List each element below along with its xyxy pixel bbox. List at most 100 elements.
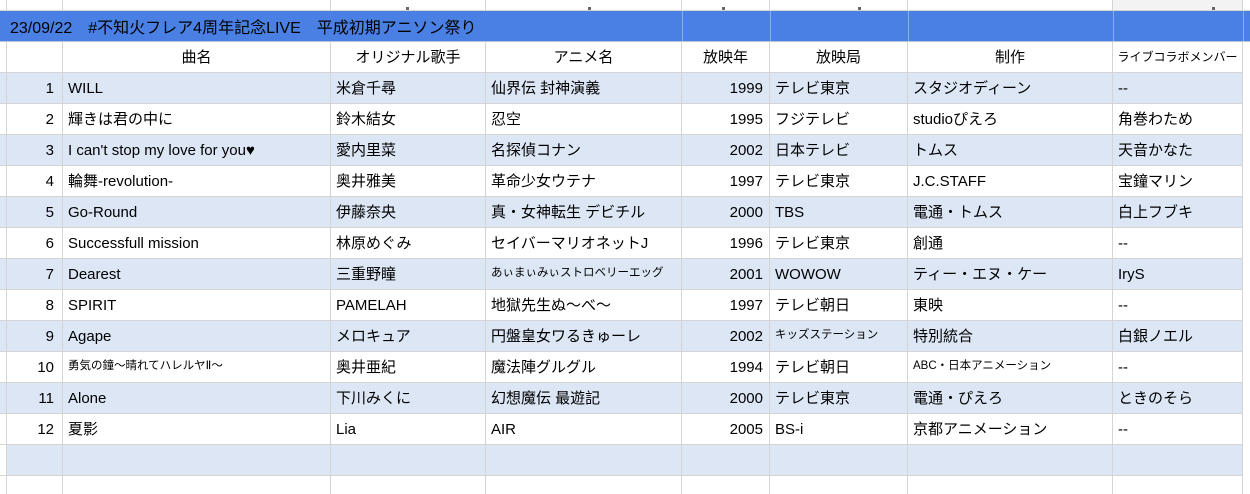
cell-artist[interactable]: 伊藤奈央 <box>331 197 486 228</box>
empty-cell[interactable] <box>486 476 682 494</box>
cell-station[interactable]: キッズステーション <box>770 321 908 352</box>
cell-artist[interactable]: 奥井亜紀 <box>331 352 486 383</box>
cell-left-sliver[interactable] <box>0 352 7 383</box>
cell-production[interactable]: 京都アニメーション <box>908 414 1113 445</box>
cell-year[interactable]: 2000 <box>682 197 770 228</box>
cell-rownum[interactable]: 1 <box>7 73 63 104</box>
cell-production[interactable]: トムス <box>908 135 1113 166</box>
cell-collab[interactable]: 宝鐘マリン <box>1113 166 1243 197</box>
empty-cell[interactable] <box>63 445 331 476</box>
cell-collab[interactable]: 白銀ノエル <box>1113 321 1243 352</box>
cell-year[interactable]: 2000 <box>682 383 770 414</box>
cell-collab[interactable]: -- <box>1113 228 1243 259</box>
cell-production[interactable]: J.C.STAFF <box>908 166 1113 197</box>
cell-left-sliver[interactable] <box>0 197 7 228</box>
cell-production[interactable]: 特別統合 <box>908 321 1113 352</box>
cell-rownum[interactable]: 12 <box>7 414 63 445</box>
cell-song[interactable]: 輝きは君の中に <box>63 104 331 135</box>
cell-year[interactable]: 2002 <box>682 321 770 352</box>
cell-artist[interactable]: 林原めぐみ <box>331 228 486 259</box>
cell-rownum[interactable]: 10 <box>7 352 63 383</box>
empty-cell[interactable] <box>908 476 1113 494</box>
cell-collab[interactable]: 白上フブキ <box>1113 197 1243 228</box>
empty-cell[interactable] <box>1113 445 1243 476</box>
cell-production[interactable]: 創通 <box>908 228 1113 259</box>
empty-cell[interactable] <box>1113 476 1243 494</box>
cell-anime[interactable]: 真・女神転生 デビチル <box>486 197 682 228</box>
cell-left-sliver[interactable] <box>0 321 7 352</box>
cell-left-sliver[interactable] <box>0 228 7 259</box>
cell-artist[interactable]: 三重野瞳 <box>331 259 486 290</box>
cell-anime[interactable]: 名探偵コナン <box>486 135 682 166</box>
cell-song[interactable]: Go-Round <box>63 197 331 228</box>
cell-artist[interactable]: PAMELAH <box>331 290 486 321</box>
cell-artist[interactable]: 下川みくに <box>331 383 486 414</box>
cell-song[interactable]: 夏影 <box>63 414 331 445</box>
cell-rownum[interactable]: 11 <box>7 383 63 414</box>
cell-song[interactable]: WILL <box>63 73 331 104</box>
cutoff-cell[interactable] <box>331 0 486 11</box>
empty-cell[interactable] <box>908 445 1113 476</box>
cell-production[interactable]: ABC・日本アニメーション <box>908 352 1113 383</box>
cell-rownum[interactable]: 4 <box>7 166 63 197</box>
cell-anime[interactable]: セイバーマリオネットJ <box>486 228 682 259</box>
cell-production[interactable]: ティー・エヌ・ケー <box>908 259 1113 290</box>
cell-anime[interactable]: AIR <box>486 414 682 445</box>
cell-left-sliver[interactable] <box>0 383 7 414</box>
empty-cell[interactable] <box>7 476 63 494</box>
cell-anime[interactable]: 地獄先生ぬ〜べ〜 <box>486 290 682 321</box>
cell-rownum[interactable]: 2 <box>7 104 63 135</box>
cell-song[interactable]: Dearest <box>63 259 331 290</box>
cell-year[interactable]: 2005 <box>682 414 770 445</box>
cell-production[interactable]: 電通・ぴえろ <box>908 383 1113 414</box>
cell-anime[interactable]: あぃまぃみぃストロベリーエッグ <box>486 259 682 290</box>
cell-rownum[interactable]: 7 <box>7 259 63 290</box>
cell-song[interactable]: I can't stop my love for you♥ <box>63 135 331 166</box>
cell-year[interactable]: 1999 <box>682 73 770 104</box>
cell-station[interactable]: テレビ朝日 <box>770 290 908 321</box>
cell-production[interactable]: 電通・トムス <box>908 197 1113 228</box>
cell-station[interactable]: テレビ朝日 <box>770 352 908 383</box>
cell-rownum[interactable]: 3 <box>7 135 63 166</box>
cell-left-sliver[interactable] <box>0 414 7 445</box>
cell-year[interactable]: 1997 <box>682 290 770 321</box>
cell-production[interactable]: 東映 <box>908 290 1113 321</box>
cell-rownum[interactable]: 9 <box>7 321 63 352</box>
cell-song[interactable]: Agape <box>63 321 331 352</box>
cell-station[interactable]: テレビ東京 <box>770 166 908 197</box>
cell-anime[interactable]: 革命少女ウテナ <box>486 166 682 197</box>
header-year[interactable]: 放映年 <box>682 42 770 73</box>
cell-artist[interactable]: 奥井雅美 <box>331 166 486 197</box>
cell-year[interactable]: 1995 <box>682 104 770 135</box>
cell-year[interactable]: 1997 <box>682 166 770 197</box>
cutoff-cell[interactable] <box>770 0 908 11</box>
cell-production[interactable]: スタジオディーン <box>908 73 1113 104</box>
cell-collab[interactable]: 天音かなた <box>1113 135 1243 166</box>
cell-collab[interactable]: -- <box>1113 352 1243 383</box>
cell-year[interactable]: 2002 <box>682 135 770 166</box>
cell-anime[interactable]: 円盤皇女ワるきゅーレ <box>486 321 682 352</box>
empty-cell[interactable] <box>682 476 770 494</box>
empty-cell[interactable] <box>770 476 908 494</box>
cutoff-cell[interactable] <box>7 0 63 11</box>
title-banner[interactable]: 23/09/22 #不知火フレア4周年記念LIVE 平成初期アニソン祭り <box>0 11 1250 42</box>
header-artist[interactable]: オリジナル歌手 <box>331 42 486 73</box>
cell-left-sliver[interactable] <box>0 166 7 197</box>
cell-collab[interactable]: -- <box>1113 290 1243 321</box>
cell-anime[interactable]: 幻想魔伝 最遊記 <box>486 383 682 414</box>
cell-artist[interactable]: Lia <box>331 414 486 445</box>
cell-collab[interactable]: IryS <box>1113 259 1243 290</box>
header-song[interactable]: 曲名 <box>63 42 331 73</box>
cutoff-cell[interactable] <box>682 0 770 11</box>
cell-artist[interactable]: 米倉千尋 <box>331 73 486 104</box>
cell-artist[interactable]: 愛内里菜 <box>331 135 486 166</box>
empty-cell[interactable] <box>63 476 331 494</box>
cell-anime[interactable]: 魔法陣グルグル <box>486 352 682 383</box>
cell-left-sliver[interactable] <box>0 135 7 166</box>
empty-cell[interactable] <box>770 445 908 476</box>
cell-left-sliver[interactable] <box>0 73 7 104</box>
empty-cell[interactable] <box>0 445 7 476</box>
header-production[interactable]: 制作 <box>908 42 1113 73</box>
header-cell-blank[interactable] <box>0 42 7 73</box>
cell-station[interactable]: テレビ東京 <box>770 383 908 414</box>
